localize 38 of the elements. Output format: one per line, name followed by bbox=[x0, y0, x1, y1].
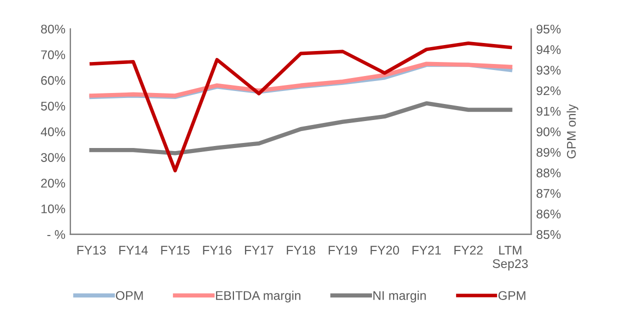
x-tick-label: FY17 bbox=[244, 246, 274, 254]
x-tick-label: LTM Sep23 bbox=[492, 246, 528, 271]
x-tick-label: FY15 bbox=[161, 246, 190, 255]
y2-tick-label: 94% bbox=[536, 45, 561, 54]
x-tick-label: FY20 bbox=[370, 246, 400, 255]
y-tick-label: - % bbox=[47, 230, 66, 239]
y-tick-label: 30% bbox=[41, 153, 66, 162]
legend-label: NI margin bbox=[373, 290, 426, 302]
y-tick-label: 10% bbox=[41, 204, 66, 214]
x-tick-label: FY16 bbox=[203, 246, 232, 255]
line-series bbox=[89, 101, 512, 156]
y-tick-label: 20% bbox=[41, 178, 66, 188]
y2-tick-label: 86% bbox=[536, 210, 561, 218]
legend-label: GPM bbox=[498, 291, 526, 300]
x-tick-label: FY21 bbox=[412, 246, 441, 254]
line-series bbox=[90, 42, 512, 172]
x-tick-label: FY19 bbox=[328, 246, 358, 255]
x-tick-label: FY13 bbox=[77, 246, 106, 255]
y2-tick-label: 95% bbox=[536, 24, 561, 34]
y-tick-label: 70% bbox=[41, 50, 66, 60]
legend-label: EBITDA margin bbox=[216, 290, 300, 302]
y2-tick-label: 91% bbox=[536, 106, 561, 116]
y2-axis-title: GPM only bbox=[566, 104, 578, 158]
y2-tick-label: 93% bbox=[536, 66, 561, 75]
x-tick-label: FY14 bbox=[119, 246, 148, 254]
y-tick-label: 80% bbox=[41, 24, 66, 34]
y-tick-label: 60% bbox=[41, 76, 66, 85]
x-tick-label: FY18 bbox=[286, 246, 316, 255]
y-tick-label: 40% bbox=[40, 127, 66, 136]
y2-tick-label: 89% bbox=[536, 148, 561, 157]
y2-tick-label: 90% bbox=[536, 127, 561, 136]
x-tick-label: FY22 bbox=[454, 246, 483, 254]
legend-label: OPM bbox=[116, 291, 143, 300]
y2-tick-label: 88% bbox=[536, 168, 561, 178]
y-tick-label: 50% bbox=[41, 102, 66, 111]
y2-tick-label: 85% bbox=[536, 230, 561, 239]
y2-tick-label: 92% bbox=[536, 86, 561, 96]
y2-tick-label: 87% bbox=[536, 189, 561, 198]
